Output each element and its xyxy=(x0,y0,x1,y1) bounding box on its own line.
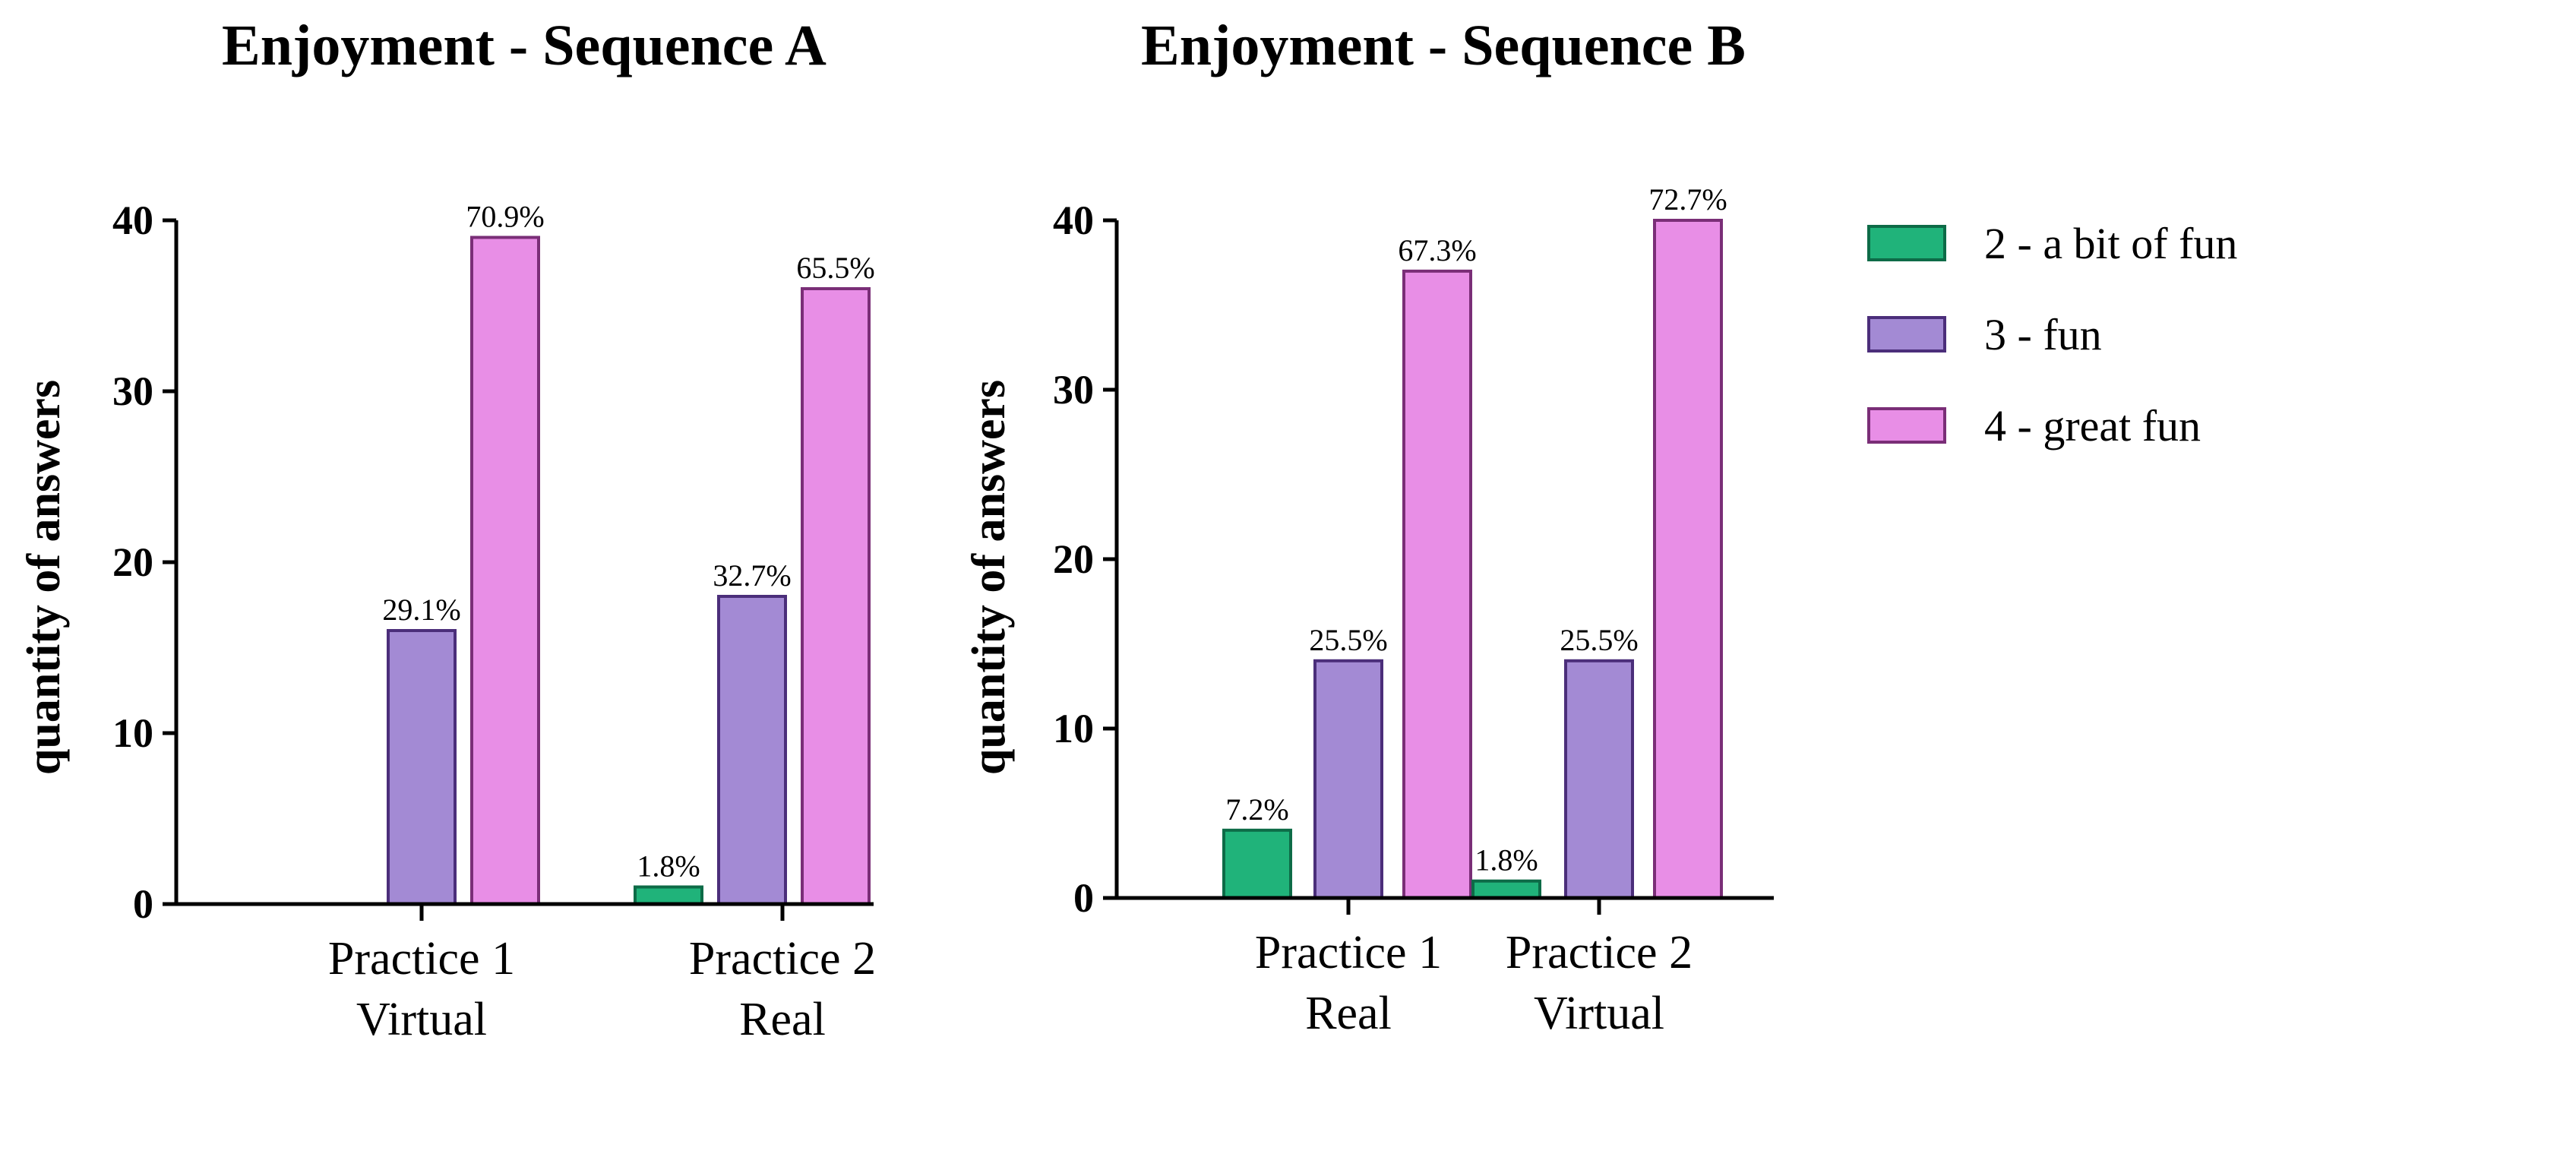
y-tick-label: 20 xyxy=(112,539,153,585)
x-category-sublabel: Virtual xyxy=(1534,988,1664,1039)
data-label: 25.5% xyxy=(1560,623,1638,657)
data-label: 67.3% xyxy=(1398,233,1476,267)
data-label: 32.7% xyxy=(713,558,791,593)
bar xyxy=(1471,879,1541,899)
bar xyxy=(801,287,871,906)
x-tick-group xyxy=(419,904,785,921)
bar xyxy=(387,629,457,906)
data-label: 29.1% xyxy=(382,593,460,627)
chart-sequence-b: Enjoyment - Sequence B quantity of answe… xyxy=(963,14,1774,1039)
bar-group xyxy=(387,236,871,906)
y-tick-label: 10 xyxy=(112,710,153,756)
bar xyxy=(1402,269,1472,899)
y-axis-label: quantity of answers xyxy=(18,380,70,775)
data-label: 1.8% xyxy=(637,849,700,884)
x-category-label: Practice 2 xyxy=(689,933,876,985)
chart-title: Enjoyment - Sequence A xyxy=(222,14,827,77)
y-tick-group: 0 10 20 30 40 xyxy=(1053,198,1117,921)
bar xyxy=(1564,659,1634,899)
bar xyxy=(634,885,703,906)
y-tick-group: 0 10 20 30 40 xyxy=(112,198,176,927)
bar xyxy=(1222,828,1292,900)
data-label-group: 29.1% 70.9% 1.8% 32.7% 65.5% xyxy=(382,200,874,884)
data-label: 65.5% xyxy=(796,251,874,285)
x-tick-group xyxy=(1346,898,1601,915)
bar xyxy=(1653,219,1723,899)
data-label: 70.9% xyxy=(466,200,544,234)
data-label: 7.2% xyxy=(1225,792,1288,827)
y-tick-label: 0 xyxy=(133,881,153,927)
y-tick-label: 30 xyxy=(112,368,153,414)
bar xyxy=(1313,659,1383,899)
legend-label: 2 - a bit of fun xyxy=(1984,219,2237,268)
x-category-label: Practice 2 xyxy=(1506,927,1693,979)
legend-swatch xyxy=(1867,316,1946,353)
y-tick-label: 30 xyxy=(1053,367,1094,413)
chart-title: Enjoyment - Sequence B xyxy=(1141,14,1746,77)
x-category-label: Practice 1 xyxy=(1255,927,1442,979)
legend-swatch xyxy=(1867,225,1946,261)
x-category-sublabel: Real xyxy=(1305,988,1392,1039)
y-tick-label: 10 xyxy=(1053,706,1094,751)
y-axis-label: quantity of answers xyxy=(963,380,1015,775)
y-tick-label: 40 xyxy=(112,198,153,243)
y-tick-label: 40 xyxy=(1053,198,1094,243)
data-label-group: 7.2% 25.5% 67.3% 1.8% 25.5% 72.7% xyxy=(1225,182,1727,877)
legend-swatch xyxy=(1867,407,1946,444)
legend-label: 4 - great fun xyxy=(1984,401,2201,451)
legend-label: 3 - fun xyxy=(1984,310,2102,359)
category-label-group: Practice 1 Virtual Practice 2 Real xyxy=(328,933,876,1045)
x-category-sublabel: Virtual xyxy=(356,994,487,1045)
data-label: 72.7% xyxy=(1648,182,1727,217)
bar xyxy=(717,595,787,906)
bar xyxy=(470,236,540,906)
data-label: 25.5% xyxy=(1309,623,1387,657)
chart-sequence-a: Enjoyment - Sequence A quantity of answe… xyxy=(18,14,876,1045)
category-label-group: Practice 1 Real Practice 2 Virtual xyxy=(1255,927,1693,1039)
y-tick-label: 0 xyxy=(1073,875,1094,921)
x-category-label: Practice 1 xyxy=(328,933,515,985)
bar-group xyxy=(1222,219,1723,900)
legend: 2 - a bit of fun 3 - fun 4 - great fun xyxy=(1867,219,2237,451)
x-category-sublabel: Real xyxy=(739,994,826,1045)
y-tick-label: 20 xyxy=(1053,536,1094,582)
data-label: 1.8% xyxy=(1474,843,1538,877)
